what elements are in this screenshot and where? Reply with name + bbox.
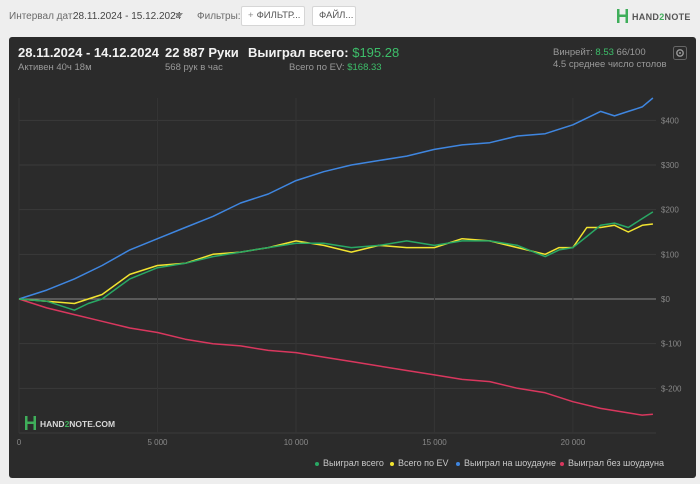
winrate-value: 8.53 bbox=[595, 47, 614, 58]
gear-icon[interactable] bbox=[673, 46, 687, 60]
legend-dot bbox=[315, 461, 319, 466]
y-tick-label: $400 bbox=[661, 116, 679, 125]
ev-total: Всего по EV: $168.33 bbox=[289, 62, 382, 73]
hand2note-logo: HAND2NOTE bbox=[616, 8, 690, 26]
filter-button[interactable]: + ФИЛЬТР... bbox=[241, 6, 305, 26]
legend-dot bbox=[456, 461, 460, 466]
interval-label: Интервал дат: bbox=[9, 11, 76, 22]
series-line bbox=[18, 298, 653, 416]
chevron-down-icon[interactable] bbox=[175, 13, 183, 18]
legend-item-won[interactable]: Выиграл всего bbox=[315, 458, 384, 468]
ev-label: Всего по EV: bbox=[289, 62, 345, 73]
won-label: Выиграл всего: bbox=[248, 45, 349, 60]
x-tick-label: 5 000 bbox=[147, 438, 168, 447]
legend-item-showdown[interactable]: Выиграл на шоудауне bbox=[456, 458, 556, 468]
y-tick-label: $200 bbox=[661, 206, 679, 215]
legend-dot bbox=[560, 461, 564, 466]
active-time: Активен 40ч 18м bbox=[18, 62, 92, 73]
x-tick-label: 0 bbox=[17, 438, 22, 447]
file-button[interactable]: ФАЙЛ... bbox=[312, 6, 356, 26]
winrate: Винрейт: 8.53 66/100 bbox=[553, 47, 646, 58]
date-range-select[interactable]: 28.11.2024 - 15.12.2024 bbox=[73, 11, 182, 22]
y-tick-label: $-100 bbox=[661, 340, 682, 349]
won-total: Выиграл всего: $195.28 bbox=[248, 45, 399, 60]
period-title: 28.11.2024 - 14.12.2024 bbox=[18, 45, 159, 60]
y-tick-label: $0 bbox=[661, 295, 670, 304]
filters-label: Фильтры: bbox=[197, 11, 241, 22]
y-tick-label: $300 bbox=[661, 161, 679, 170]
stats-panel: 28.11.2024 - 14.12.2024 Активен 40ч 18м … bbox=[9, 37, 696, 478]
ev-value: $168.33 bbox=[347, 62, 382, 73]
legend-dot bbox=[390, 461, 394, 466]
x-tick-label: 15 000 bbox=[422, 438, 447, 447]
plus-icon: + bbox=[248, 10, 254, 21]
watermark-icon bbox=[25, 416, 36, 430]
x-tick-label: 20 000 bbox=[561, 438, 586, 447]
toolbar: Интервал дат: 28.11.2024 - 15.12.2024 Фи… bbox=[0, 0, 700, 34]
y-tick-label: $100 bbox=[661, 250, 679, 259]
profit-chart: $-200 $-100 $0 $100 $200 $300 $400 0 5 000 10 000… bbox=[17, 97, 682, 447]
logo-icon bbox=[617, 9, 628, 23]
won-value: $195.28 bbox=[352, 45, 400, 60]
legend-item-nonshowdown[interactable]: Выиграл без шоудауна bbox=[560, 458, 664, 468]
series-line bbox=[18, 223, 653, 305]
hands-count: 22 887 Руки bbox=[165, 45, 239, 60]
avg-tables: 4.5 среднее число столов bbox=[553, 59, 667, 70]
filter-button-label: ФИЛЬТР... bbox=[256, 10, 301, 21]
file-button-label: ФАЙЛ... bbox=[319, 10, 354, 21]
series-line bbox=[18, 97, 654, 300]
hands-per-hour: 568 рук в час bbox=[165, 62, 223, 73]
x-tick-label: 10 000 bbox=[284, 438, 309, 447]
legend-item-ev[interactable]: Всего по EV bbox=[390, 458, 448, 468]
winrate-label: Винрейт: bbox=[553, 47, 593, 58]
watermark-logo: HAND2NOTE.COM bbox=[24, 415, 115, 433]
series-line bbox=[18, 211, 654, 311]
y-tick-label: $-200 bbox=[661, 384, 682, 393]
winrate-suffix: 66/100 bbox=[616, 47, 646, 58]
